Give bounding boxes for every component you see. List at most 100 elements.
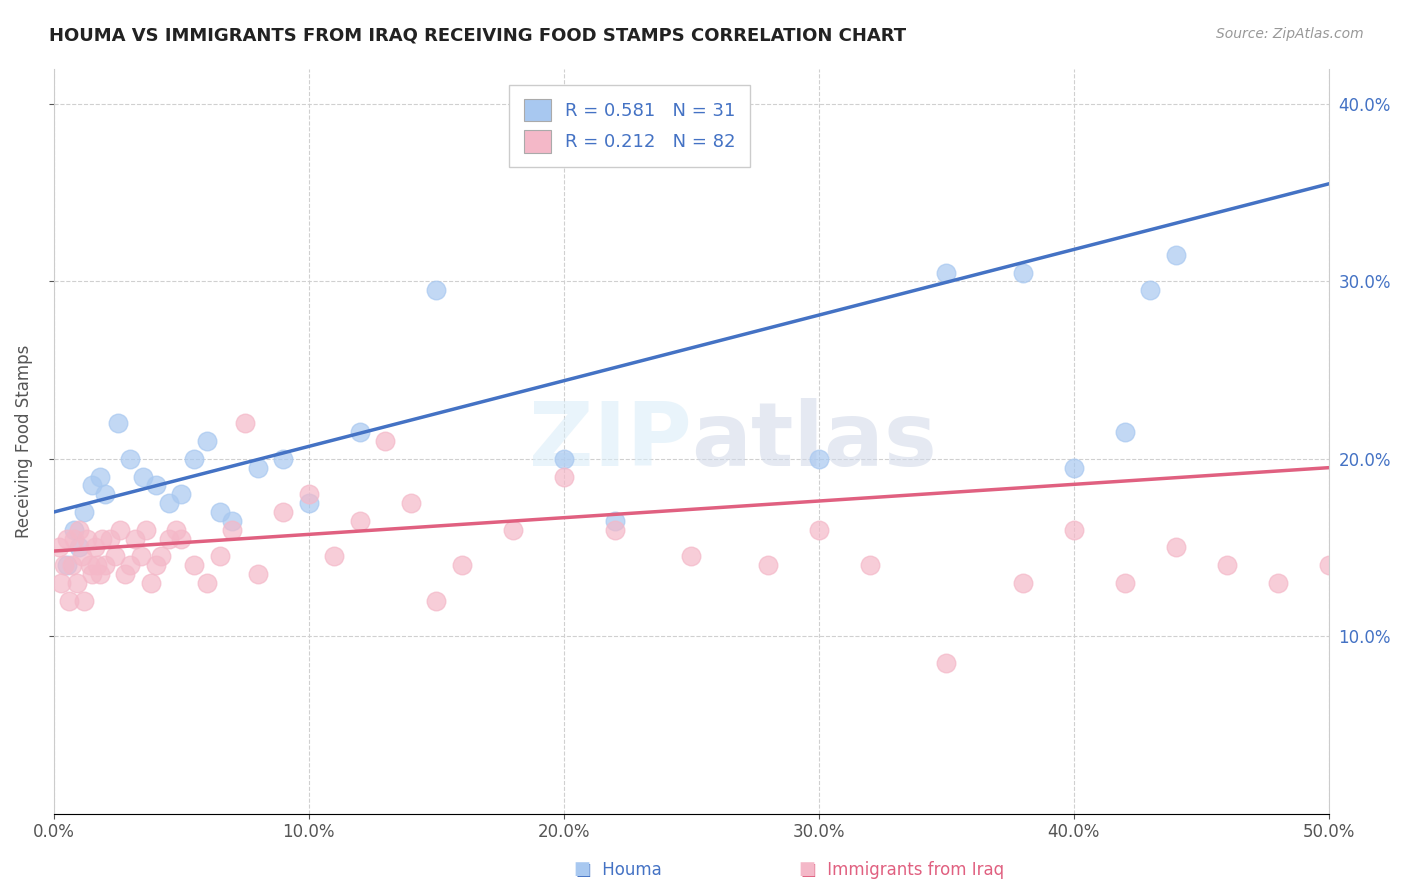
Point bbox=[1317, 558, 1340, 573]
Point bbox=[195, 576, 218, 591]
Point bbox=[233, 417, 256, 431]
Point bbox=[183, 451, 205, 466]
Point bbox=[935, 656, 957, 670]
Text: □  Immigrants from Iraq: □ Immigrants from Iraq bbox=[801, 861, 1004, 879]
Point bbox=[298, 496, 321, 510]
Point bbox=[124, 532, 146, 546]
Point bbox=[246, 460, 269, 475]
Point bbox=[53, 558, 76, 573]
Point bbox=[450, 558, 472, 573]
Point bbox=[1011, 576, 1033, 591]
Point bbox=[349, 514, 371, 528]
Point bbox=[67, 541, 90, 555]
Legend: R = 0.581   N = 31, R = 0.212   N = 82: R = 0.581 N = 31, R = 0.212 N = 82 bbox=[509, 85, 749, 167]
Point bbox=[91, 532, 114, 546]
Point bbox=[1063, 460, 1085, 475]
Point bbox=[756, 558, 779, 573]
Point bbox=[425, 593, 447, 607]
Text: ■: ■ bbox=[574, 860, 591, 878]
Point bbox=[86, 558, 108, 573]
Point bbox=[73, 505, 96, 519]
Point bbox=[104, 549, 127, 564]
Point bbox=[80, 478, 103, 492]
Point bbox=[807, 451, 830, 466]
Point bbox=[76, 532, 98, 546]
Text: atlas: atlas bbox=[692, 398, 938, 484]
Point bbox=[107, 417, 129, 431]
Point bbox=[553, 469, 575, 483]
Text: □  Houma: □ Houma bbox=[576, 861, 662, 879]
Point bbox=[55, 532, 77, 546]
Point bbox=[98, 532, 121, 546]
Point bbox=[63, 523, 86, 537]
Point bbox=[67, 523, 90, 537]
Point bbox=[807, 523, 830, 537]
Point bbox=[170, 487, 193, 501]
Point bbox=[183, 558, 205, 573]
Point bbox=[859, 558, 882, 573]
Text: Source: ZipAtlas.com: Source: ZipAtlas.com bbox=[1216, 27, 1364, 41]
Point bbox=[89, 469, 111, 483]
Point bbox=[60, 558, 83, 573]
Point bbox=[58, 593, 80, 607]
Point bbox=[1216, 558, 1239, 573]
Point bbox=[1114, 425, 1136, 440]
Point bbox=[298, 487, 321, 501]
Point bbox=[63, 532, 86, 546]
Point bbox=[221, 523, 243, 537]
Point bbox=[425, 283, 447, 297]
Point bbox=[208, 549, 231, 564]
Point bbox=[73, 593, 96, 607]
Point bbox=[120, 558, 142, 573]
Point bbox=[120, 451, 142, 466]
Point bbox=[273, 505, 295, 519]
Point bbox=[157, 532, 180, 546]
Point bbox=[1114, 576, 1136, 591]
Point bbox=[1368, 629, 1391, 643]
Point bbox=[70, 549, 93, 564]
Point bbox=[399, 496, 422, 510]
Point bbox=[1164, 541, 1187, 555]
Point bbox=[114, 567, 136, 582]
Point bbox=[170, 532, 193, 546]
Point bbox=[1063, 523, 1085, 537]
Point bbox=[1011, 266, 1033, 280]
Point bbox=[1164, 248, 1187, 262]
Point bbox=[55, 558, 77, 573]
Point bbox=[94, 487, 117, 501]
Point bbox=[135, 523, 157, 537]
Point bbox=[145, 478, 167, 492]
Point bbox=[273, 451, 295, 466]
Point bbox=[145, 558, 167, 573]
Point bbox=[165, 523, 187, 537]
Text: ZIP: ZIP bbox=[529, 398, 692, 484]
Point bbox=[94, 558, 117, 573]
Point bbox=[149, 549, 172, 564]
Point bbox=[157, 496, 180, 510]
Point bbox=[129, 549, 152, 564]
Point bbox=[208, 505, 231, 519]
Point bbox=[553, 451, 575, 466]
Point bbox=[246, 567, 269, 582]
Point bbox=[132, 469, 155, 483]
Text: HOUMA VS IMMIGRANTS FROM IRAQ RECEIVING FOOD STAMPS CORRELATION CHART: HOUMA VS IMMIGRANTS FROM IRAQ RECEIVING … bbox=[49, 27, 907, 45]
Point bbox=[681, 549, 703, 564]
Point bbox=[51, 576, 73, 591]
Point bbox=[1139, 283, 1161, 297]
Point bbox=[349, 425, 371, 440]
Text: ■: ■ bbox=[799, 860, 815, 878]
Point bbox=[221, 514, 243, 528]
Point bbox=[83, 541, 105, 555]
Point bbox=[195, 434, 218, 448]
Point bbox=[80, 567, 103, 582]
Point bbox=[139, 576, 162, 591]
Point bbox=[108, 523, 131, 537]
Point bbox=[79, 558, 101, 573]
Point bbox=[603, 523, 626, 537]
Point bbox=[66, 576, 89, 591]
Y-axis label: Receiving Food Stamps: Receiving Food Stamps bbox=[15, 344, 32, 538]
Point bbox=[323, 549, 346, 564]
Point bbox=[935, 266, 957, 280]
Point bbox=[502, 523, 524, 537]
Point bbox=[603, 514, 626, 528]
